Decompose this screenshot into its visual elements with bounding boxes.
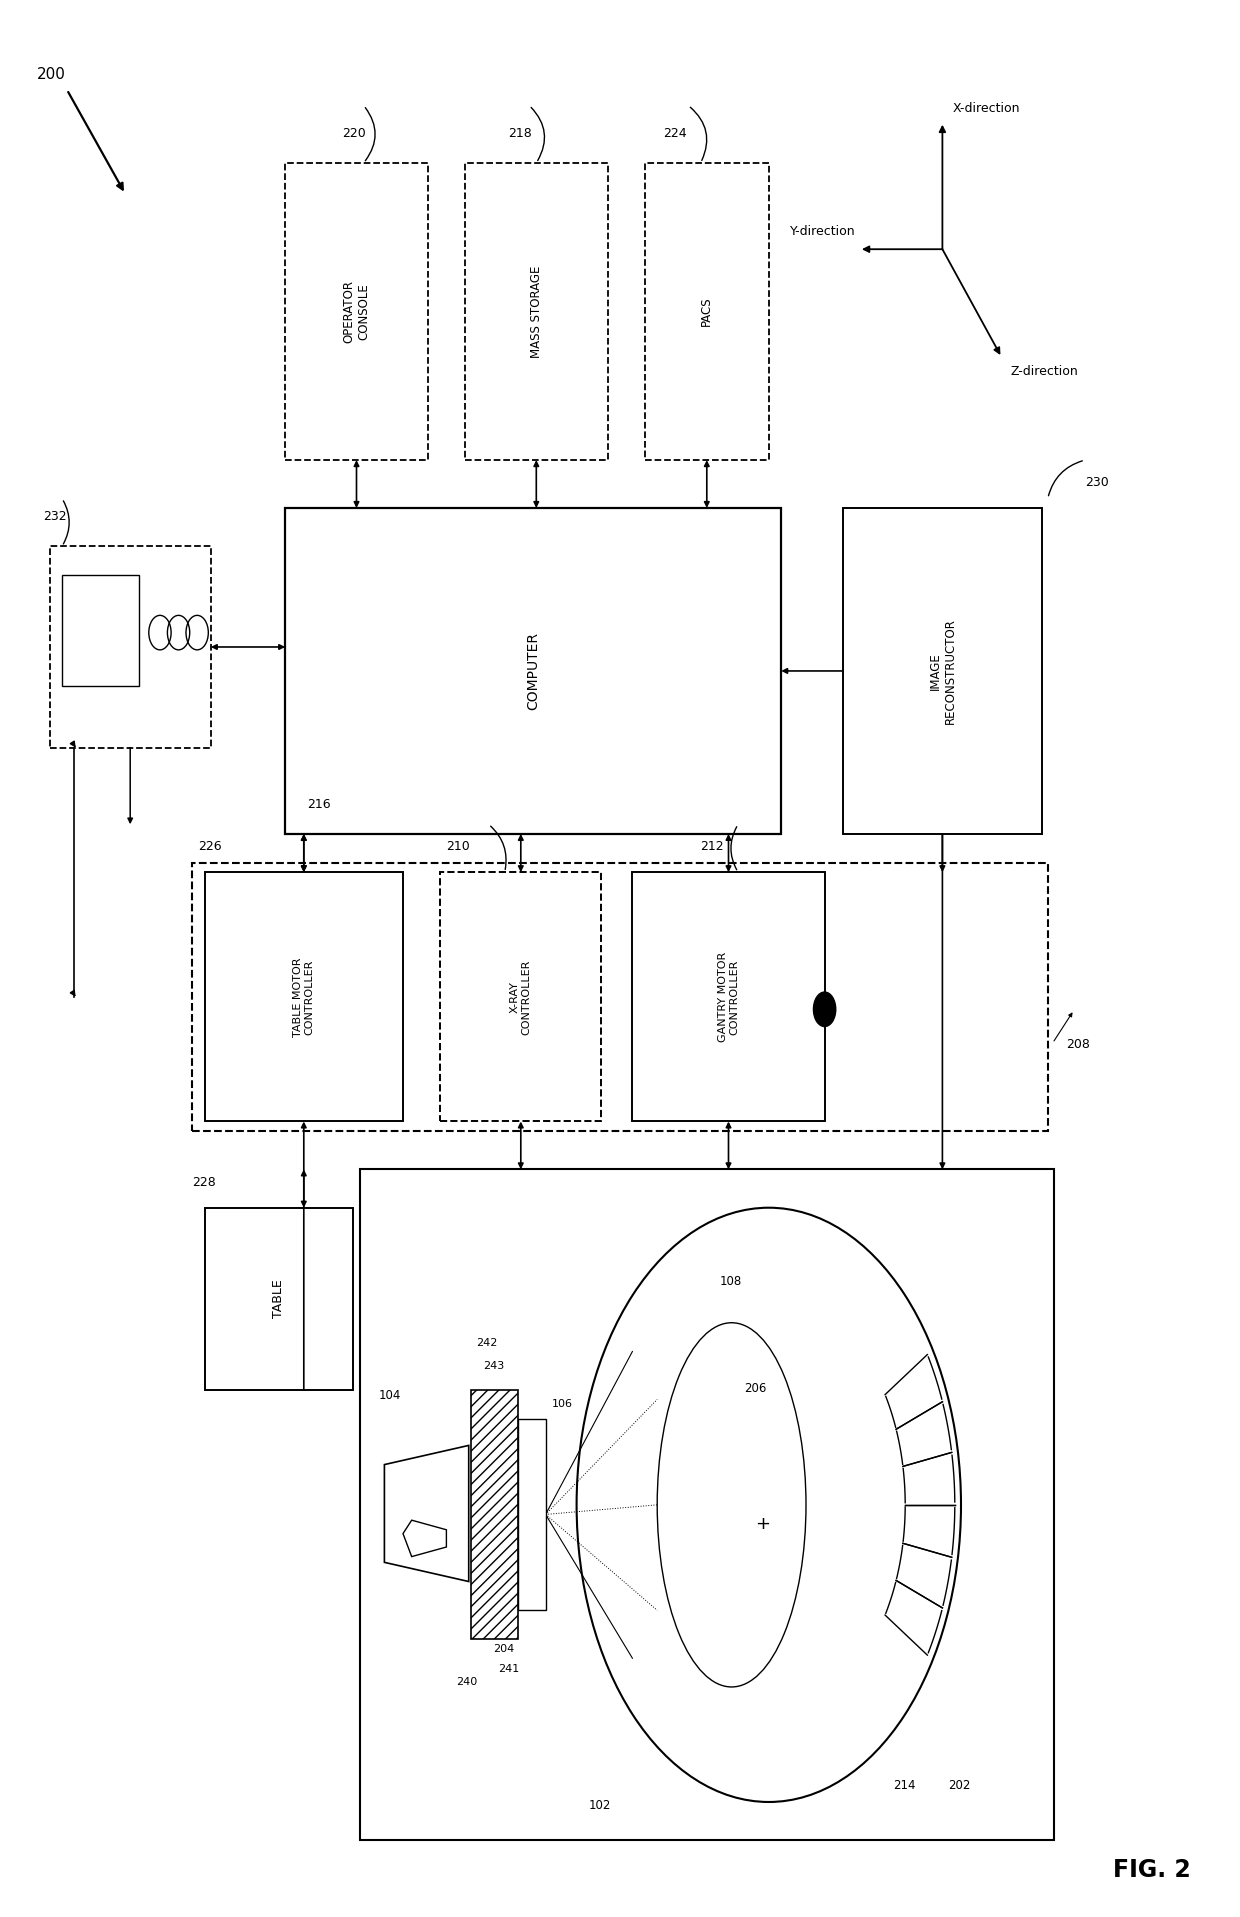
- Text: 240: 240: [456, 1677, 477, 1687]
- Text: 202: 202: [949, 1779, 971, 1792]
- Text: Z-direction: Z-direction: [1011, 364, 1078, 378]
- Text: GANTRY MOTOR
CONTROLLER: GANTRY MOTOR CONTROLLER: [718, 951, 739, 1043]
- Ellipse shape: [657, 1323, 806, 1687]
- Bar: [360, 1169, 1054, 1840]
- Bar: [440, 872, 601, 1121]
- Text: TABLE MOTOR
CONTROLLER: TABLE MOTOR CONTROLLER: [293, 957, 315, 1037]
- Bar: [518, 1419, 546, 1610]
- Circle shape: [813, 993, 836, 1028]
- Text: 104: 104: [378, 1390, 401, 1403]
- Text: PACS: PACS: [701, 297, 713, 326]
- Text: 226: 226: [198, 840, 222, 853]
- Text: +: +: [755, 1514, 770, 1534]
- Text: 230: 230: [1085, 475, 1109, 489]
- Bar: [645, 163, 769, 460]
- Text: 214: 214: [893, 1779, 915, 1792]
- Text: 206: 206: [744, 1382, 766, 1396]
- Bar: [192, 863, 1048, 1131]
- Text: 210: 210: [446, 840, 470, 853]
- Text: 102: 102: [589, 1798, 611, 1812]
- Text: 218: 218: [508, 127, 532, 140]
- Polygon shape: [384, 1445, 469, 1582]
- Polygon shape: [403, 1520, 446, 1557]
- Text: 108: 108: [719, 1275, 742, 1288]
- Text: MASS STORAGE: MASS STORAGE: [529, 265, 543, 358]
- Text: OPERATOR
CONSOLE: OPERATOR CONSOLE: [342, 280, 371, 343]
- Text: 242: 242: [476, 1338, 497, 1348]
- Text: 228: 228: [192, 1175, 216, 1189]
- Text: 216: 216: [308, 797, 331, 811]
- Bar: [285, 163, 428, 460]
- Bar: [465, 163, 608, 460]
- Bar: [285, 508, 781, 834]
- Bar: [205, 1208, 353, 1390]
- Bar: [471, 1390, 518, 1639]
- Text: 232: 232: [43, 510, 67, 523]
- Text: 200: 200: [37, 67, 66, 82]
- Text: IMAGE
RECONSTRUCTOR: IMAGE RECONSTRUCTOR: [929, 617, 956, 725]
- Text: 224: 224: [663, 127, 687, 140]
- Bar: [50, 546, 211, 748]
- Text: 220: 220: [342, 127, 366, 140]
- Text: 241: 241: [498, 1664, 520, 1674]
- Text: Y-direction: Y-direction: [790, 224, 856, 238]
- Bar: [843, 508, 1042, 834]
- Text: X-RAY
CONTROLLER: X-RAY CONTROLLER: [510, 958, 532, 1035]
- Text: 212: 212: [699, 840, 723, 853]
- Bar: [62, 575, 139, 686]
- Text: 204: 204: [494, 1645, 515, 1654]
- Text: FIG. 2: FIG. 2: [1112, 1858, 1190, 1882]
- Text: TABLE: TABLE: [273, 1279, 285, 1319]
- Text: X-direction: X-direction: [952, 102, 1019, 115]
- Circle shape: [577, 1208, 961, 1802]
- Text: 243: 243: [484, 1361, 505, 1371]
- Bar: [205, 872, 403, 1121]
- Text: 208: 208: [1066, 1037, 1090, 1051]
- Bar: [632, 872, 825, 1121]
- Text: COMPUTER: COMPUTER: [526, 633, 541, 709]
- Text: 106: 106: [552, 1399, 573, 1409]
